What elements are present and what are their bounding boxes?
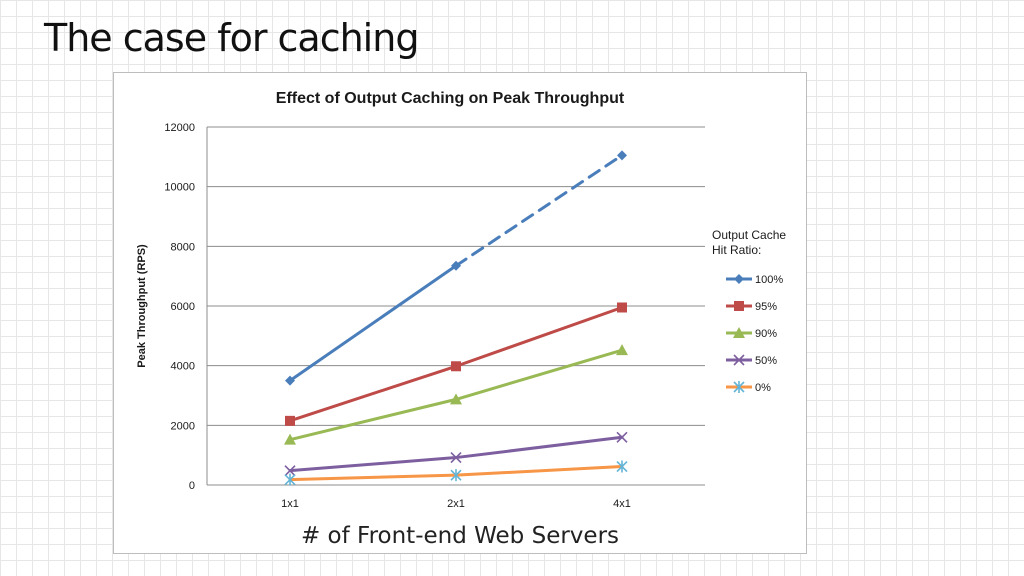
legend-label: 90% — [755, 328, 777, 340]
series-line-segment — [288, 397, 458, 442]
data-point — [284, 465, 296, 477]
data-point — [734, 301, 744, 311]
data-point — [451, 260, 461, 271]
legend: Output Cache Hit Ratio: 100% 95% 90% 50% 0% — [712, 228, 786, 394]
x-tick-label: 4x1 — [613, 498, 631, 510]
series-layer — [284, 150, 628, 486]
data-point — [617, 150, 627, 161]
y-tick-label: 10000 — [164, 182, 195, 194]
data-point — [616, 344, 628, 356]
data-point — [285, 375, 295, 386]
legend-item: 90% — [726, 327, 777, 340]
legend-item: 50% — [726, 354, 777, 367]
chart-title: Effect of Output Caching on Peak Through… — [276, 90, 625, 107]
data-point — [285, 415, 295, 426]
series-100% — [285, 150, 627, 386]
data-point — [450, 393, 462, 405]
data-point — [451, 361, 461, 372]
series-line-segment — [454, 435, 624, 460]
legend-title-line2: Hit Ratio: — [712, 243, 761, 257]
series-90% — [284, 344, 628, 445]
chart-svg: Effect of Output Caching on Peak Through… — [136, 90, 786, 510]
legend-item: 95% — [726, 301, 777, 313]
series-line-segment — [288, 456, 458, 473]
y-tick-label: 0 — [189, 480, 195, 492]
slide-title: The case for caching — [44, 16, 419, 60]
x-tick-label: 1x1 — [281, 498, 299, 510]
series-line-segment — [288, 364, 458, 423]
y-tick-label: 6000 — [171, 301, 195, 313]
series-line-segment — [288, 264, 458, 383]
data-point — [284, 473, 296, 486]
y-tick-label: 12000 — [164, 122, 195, 134]
x-tick-label: 2x1 — [447, 498, 465, 510]
chart-frame: Effect of Output Caching on Peak Through… — [113, 72, 807, 554]
data-point — [284, 433, 296, 445]
legend-label: 50% — [755, 355, 777, 367]
series-line-segment — [288, 473, 458, 482]
data-point — [616, 431, 628, 443]
data-point — [616, 460, 628, 473]
data-point — [734, 274, 744, 284]
y-tick-label: 4000 — [171, 361, 195, 373]
data-point — [450, 469, 462, 482]
grid-layer: 0 2000 4000 6000 8000 10000 12000 1x1 2x1 4x1 — [164, 122, 705, 510]
series-line-segment — [454, 153, 624, 268]
series-0% — [284, 460, 628, 486]
series-line-segment — [454, 465, 624, 477]
data-point — [733, 354, 745, 366]
data-point — [733, 327, 745, 338]
series-95% — [285, 302, 627, 426]
legend-label: 0% — [755, 382, 771, 394]
series-line-segment — [454, 305, 624, 368]
legend-label: 95% — [755, 301, 777, 313]
data-point — [733, 381, 745, 393]
legend-item: 100% — [726, 274, 783, 286]
y-tick-label: 2000 — [171, 420, 195, 432]
data-point — [450, 451, 462, 464]
x-axis-label: # of Front-end Web Servers — [300, 523, 620, 549]
series-line-segment — [454, 348, 624, 401]
legend-item: 0% — [726, 381, 771, 394]
data-point — [617, 302, 627, 313]
y-tick-label: 8000 — [171, 241, 195, 253]
legend-label: 100% — [755, 274, 783, 286]
legend-title-line1: Output Cache — [712, 228, 786, 242]
series-50% — [284, 431, 628, 477]
y-axis-label: Peak Throughput (RPS) — [136, 244, 148, 368]
